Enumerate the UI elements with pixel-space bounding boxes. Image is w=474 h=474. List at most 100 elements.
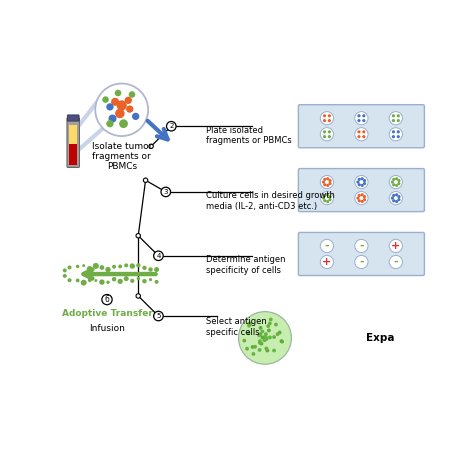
Circle shape [63,268,67,273]
Circle shape [143,178,148,182]
Circle shape [106,103,114,110]
Circle shape [389,111,402,125]
Circle shape [320,191,334,205]
Circle shape [257,333,261,337]
FancyBboxPatch shape [67,115,79,121]
Circle shape [102,294,112,305]
Circle shape [320,255,334,269]
Text: Infusion: Infusion [89,324,125,333]
Text: 2: 2 [169,123,173,129]
Circle shape [326,177,329,180]
Circle shape [323,194,327,197]
Circle shape [129,264,135,269]
Circle shape [355,255,368,269]
Circle shape [328,198,332,201]
Circle shape [274,323,278,327]
Circle shape [395,200,398,203]
Text: Culture cells in desired growth
media (IL-2, anti-CD3 etc.): Culture cells in desired growth media (I… [206,191,335,211]
Circle shape [397,179,401,182]
Circle shape [148,267,153,272]
Circle shape [392,119,395,122]
Circle shape [328,135,331,138]
Circle shape [322,181,325,183]
Circle shape [128,91,135,98]
Circle shape [251,345,255,349]
Circle shape [118,279,123,284]
Circle shape [81,280,87,286]
Circle shape [355,111,368,125]
Circle shape [161,187,171,197]
Circle shape [323,199,327,202]
Circle shape [362,119,365,122]
Text: +: + [322,257,331,267]
FancyBboxPatch shape [299,169,424,211]
Circle shape [118,264,122,268]
Circle shape [264,335,268,339]
Circle shape [137,277,140,280]
Circle shape [323,130,326,133]
Circle shape [326,184,329,187]
Circle shape [363,195,366,198]
Circle shape [328,114,331,118]
Circle shape [245,347,249,351]
Circle shape [361,200,364,203]
Circle shape [363,182,366,185]
Circle shape [88,278,91,282]
Circle shape [392,194,395,197]
Circle shape [392,135,395,138]
Circle shape [242,339,246,343]
Circle shape [395,177,398,180]
Circle shape [328,119,331,122]
Bar [69,145,77,164]
Circle shape [397,114,400,118]
Circle shape [361,184,364,187]
Circle shape [106,120,114,128]
Circle shape [392,183,395,186]
Circle shape [119,119,128,128]
FancyBboxPatch shape [67,118,80,167]
Circle shape [357,130,361,133]
Circle shape [322,197,325,200]
Circle shape [355,128,368,141]
Circle shape [94,279,97,282]
Circle shape [238,311,292,364]
Circle shape [102,96,109,103]
Circle shape [136,294,140,298]
Circle shape [124,264,128,267]
Circle shape [389,128,402,141]
Circle shape [323,119,326,122]
Circle shape [397,130,400,133]
Circle shape [397,198,401,201]
Circle shape [278,331,282,335]
Circle shape [363,179,366,182]
Circle shape [67,265,72,270]
Text: Plate isolated
fragments or PBMCs: Plate isolated fragments or PBMCs [206,126,292,145]
Text: 5: 5 [156,313,161,319]
Circle shape [391,197,394,200]
Circle shape [264,332,268,336]
Text: -: - [359,241,364,251]
Circle shape [267,328,271,332]
Circle shape [362,135,365,138]
Circle shape [323,178,327,181]
Circle shape [323,135,326,138]
Circle shape [320,128,334,141]
Circle shape [389,239,402,253]
Circle shape [397,182,401,185]
Circle shape [260,342,264,346]
FancyBboxPatch shape [299,232,424,275]
Circle shape [258,339,262,343]
Circle shape [136,234,140,238]
Circle shape [142,265,146,270]
Circle shape [263,337,267,341]
Circle shape [392,199,395,202]
Circle shape [259,326,263,330]
Circle shape [248,321,252,325]
Text: -: - [325,241,329,251]
Circle shape [132,113,139,120]
Circle shape [125,97,132,104]
Circle shape [263,336,267,340]
Circle shape [356,181,360,183]
Circle shape [355,239,368,253]
Circle shape [115,90,121,96]
